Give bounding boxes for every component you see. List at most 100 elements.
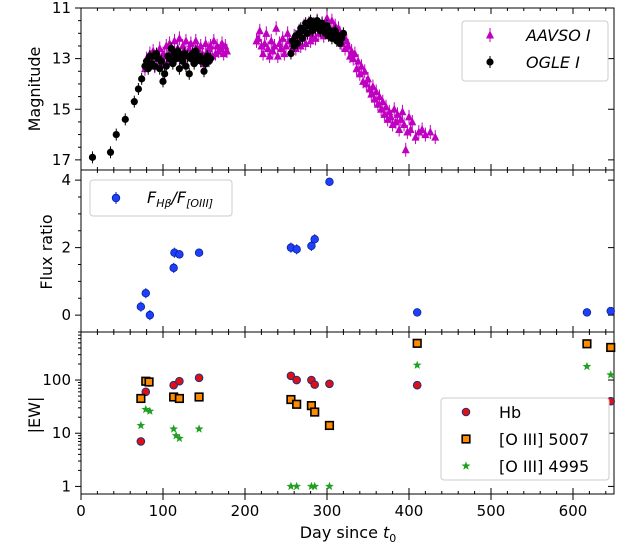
legend-flux-sub2: [OIII] — [186, 197, 213, 210]
ogle-point-28-shape — [175, 65, 183, 73]
aavso-point-42-shape — [209, 36, 218, 45]
oiii5007-point-0-shape — [136, 393, 146, 404]
middle-legend: FHβ/F[OIII] — [89, 179, 233, 217]
oiii5007-point-4-shape — [174, 393, 185, 404]
ogle-point-5-shape — [134, 85, 142, 93]
aavso-point-50 — [222, 44, 231, 59]
aavso-point-149 — [418, 122, 427, 137]
aavso-point-135 — [390, 102, 399, 117]
aavso-point-28 — [186, 36, 195, 51]
oiii5007-point-0 — [136, 393, 146, 404]
oiii5007-point-9-shape — [310, 407, 320, 417]
ogle-point-1 — [106, 146, 115, 159]
ogle-point-17-shape — [157, 57, 165, 65]
ogle-point-0-shape — [88, 153, 97, 161]
oiii4995-point-10 — [310, 481, 320, 491]
aavso-point-124-shape — [372, 87, 381, 96]
flux-ratio-point-2 — [145, 310, 155, 321]
oiii4995-point-13-shape — [582, 361, 592, 371]
middle-legend-box — [89, 179, 233, 217]
oiii4995-point-0 — [136, 420, 146, 430]
legend-ogle-label: OGLE I — [526, 53, 580, 72]
hb-point-10 — [325, 379, 334, 389]
bottom-legend-box — [440, 397, 610, 481]
legend-aavso-label: AAVSO I — [525, 26, 591, 45]
aavso-point-146 — [408, 114, 417, 129]
legend-4995-glyph-shape — [461, 461, 471, 470]
aavso-point-56 — [260, 36, 269, 51]
hb-point-7-shape — [292, 375, 301, 385]
aavso-point-144 — [405, 109, 413, 124]
aavso-point-128 — [378, 94, 387, 109]
aavso-point-115 — [357, 59, 366, 74]
aavso-point-105-shape — [341, 44, 350, 52]
aavso-point-67-shape — [278, 33, 287, 42]
bot-y-tick-label-1: 10 — [52, 424, 71, 442]
legend-flux-ratio-label: FHβ/F[OIII] — [147, 188, 213, 210]
aavso-point-55 — [259, 46, 268, 61]
hb-point-3 — [169, 380, 178, 390]
aavso-point-150-shape — [421, 130, 430, 139]
legend-aavso-marker — [486, 28, 494, 42]
ogle-point-32 — [182, 60, 190, 73]
ogle-point-48-shape — [287, 49, 295, 58]
ogle-point-47 — [206, 52, 215, 65]
aavso-point-152 — [431, 130, 440, 145]
legend-hb-glyph-shape — [461, 407, 471, 417]
aavso-point-43-shape — [211, 49, 220, 58]
flux-ratio-point-5 — [175, 250, 184, 259]
aavso-point-142-shape — [401, 145, 410, 154]
aavso-point-126-shape — [375, 92, 384, 101]
ogle-point-0 — [88, 151, 97, 164]
aavso-point-87-shape — [311, 33, 320, 42]
aavso-point-55-shape — [259, 49, 268, 58]
middle-y-axis-label: Flux ratio — [37, 214, 56, 289]
x-axis-label-sub: 0 — [389, 532, 396, 545]
oiii4995-point-5 — [175, 433, 184, 443]
oiii5007-point-2-shape — [144, 377, 154, 387]
flux-ratio-point-0-shape — [136, 302, 146, 311]
aavso-point-42 — [209, 33, 218, 48]
ogle-point-32-shape — [182, 62, 190, 70]
legend-5007-glyph-shape — [461, 434, 471, 444]
oiii4995-point-11-shape — [325, 481, 334, 491]
ogle-point-19-shape — [161, 70, 169, 78]
hb-point-1-shape — [141, 387, 151, 397]
x-tick-label-3: 300 — [313, 502, 342, 520]
oiii4995-point-12 — [412, 360, 422, 369]
flux-ratio-point-14-shape — [606, 306, 615, 316]
oiii4995-point-14 — [606, 370, 616, 379]
aavso-point-127-shape — [377, 104, 386, 113]
aavso-point-143-shape — [403, 127, 412, 136]
oiii4995-point-0-shape — [136, 420, 146, 430]
flux-ratio-point-13 — [582, 308, 592, 317]
oiii5007-point-7 — [292, 399, 302, 409]
ogle-point-80 — [339, 27, 347, 40]
flux-ratio-point-6-shape — [194, 248, 204, 257]
oiii4995-point-9 — [307, 481, 316, 491]
oiii4995-point-4-shape — [171, 431, 181, 440]
aavso-point-141 — [400, 117, 409, 132]
aavso-point-28-shape — [186, 38, 195, 47]
aavso-point-113 — [354, 54, 363, 69]
legend-hb-marker — [461, 407, 471, 417]
oiii4995-point-1 — [141, 404, 151, 414]
x-axis-label-t: t — [383, 523, 390, 542]
flux-ratio-point-12-shape — [413, 308, 422, 317]
legend-flux-ratio-marker — [111, 192, 121, 204]
oiii4995-point-8 — [292, 481, 301, 491]
aavso-point-40-shape — [206, 41, 215, 50]
x-tick-label-1: 100 — [149, 502, 178, 520]
aavso-point-130 — [382, 99, 391, 114]
oiii5007-point-10 — [324, 420, 335, 431]
hb-point-3-shape — [169, 380, 178, 390]
oiii5007-point-11-shape — [412, 338, 422, 348]
oiii4995-point-1-shape — [141, 404, 151, 414]
ogle-point-4-shape — [130, 98, 138, 106]
ogle-point-6 — [138, 72, 146, 85]
aavso-point-148-shape — [414, 127, 423, 136]
bottom-y-axis-label: |EW| — [25, 397, 44, 434]
aavso-point-40 — [206, 38, 215, 53]
aavso-point-141-shape — [400, 119, 409, 128]
aavso-point-107 — [344, 38, 353, 53]
